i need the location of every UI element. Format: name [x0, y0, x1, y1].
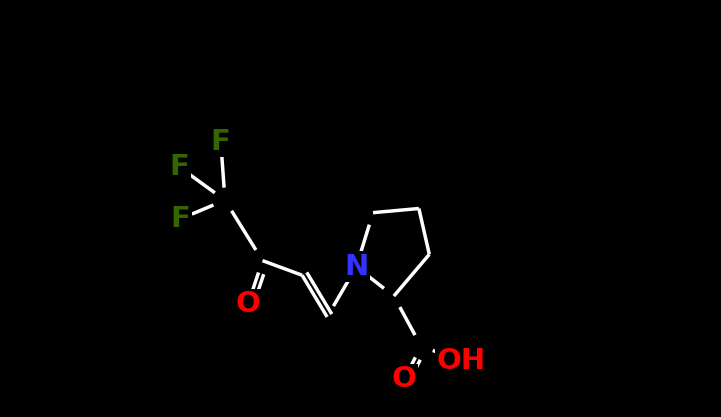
Text: F: F [169, 153, 189, 181]
Text: F: F [211, 128, 231, 156]
Text: O: O [392, 365, 417, 394]
Text: F: F [170, 205, 190, 233]
Text: N: N [344, 253, 368, 281]
Text: OH: OH [436, 347, 485, 375]
Text: O: O [236, 290, 260, 319]
